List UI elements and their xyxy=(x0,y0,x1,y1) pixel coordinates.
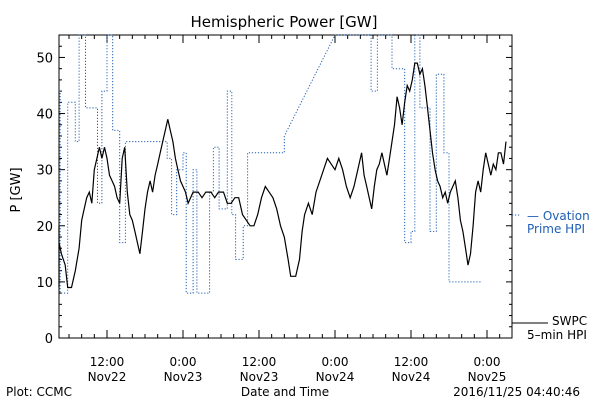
x-tick-label-date: Nov23 xyxy=(240,370,279,384)
x-tick-label-date: Nov24 xyxy=(316,370,355,384)
y-tick-label: 40 xyxy=(36,108,53,123)
x-tick-label-time: 0:00 xyxy=(170,355,197,369)
y-axis-label: P [GW] xyxy=(9,167,24,212)
plot-frame xyxy=(58,34,513,339)
x-tick-label-time: 0:00 xyxy=(474,355,501,369)
y-axis-ticks: 0 10 20 30 40 50 xyxy=(36,45,512,347)
x-tick-label-time: 12:00 xyxy=(394,355,429,369)
x-tick-label-date: Nov23 xyxy=(164,370,203,384)
legend-swpc-line1: SWPC xyxy=(552,314,587,328)
legend-swpc-line2: 5–min HPI xyxy=(527,328,587,342)
x-tick-label-date: Nov24 xyxy=(392,370,431,384)
x-tick-label-time: 12:00 xyxy=(242,355,277,369)
x-tick-label-date: Nov25 xyxy=(468,370,507,384)
legend-ovation-line2: Prime HPI xyxy=(527,222,585,236)
swpc-5min-hpi-line xyxy=(58,62,507,289)
y-tick-label: 30 xyxy=(36,164,53,179)
y-tick-label: 50 xyxy=(36,51,53,66)
footer-timestamp: 2016/11/25 04:40:46 xyxy=(453,385,580,399)
legend-ovation-line1: — Ovation xyxy=(527,209,590,223)
footer-plot-credit: Plot: CCMC xyxy=(6,385,72,399)
y-tick-label: 10 xyxy=(36,276,53,291)
y-tick-label: 0 xyxy=(45,332,53,347)
x-axis-ticks: 12:00Nov220:00Nov2312:00Nov230:00Nov2412… xyxy=(68,35,507,384)
x-tick-label-date: Nov22 xyxy=(88,370,127,384)
x-tick-label-time: 0:00 xyxy=(322,355,349,369)
chart-title: Hemispheric Power [GW] xyxy=(191,13,378,31)
x-tick-label-time: 12:00 xyxy=(90,355,125,369)
x-axis-label: Date and Time xyxy=(241,385,329,399)
y-tick-label: 20 xyxy=(36,220,53,235)
